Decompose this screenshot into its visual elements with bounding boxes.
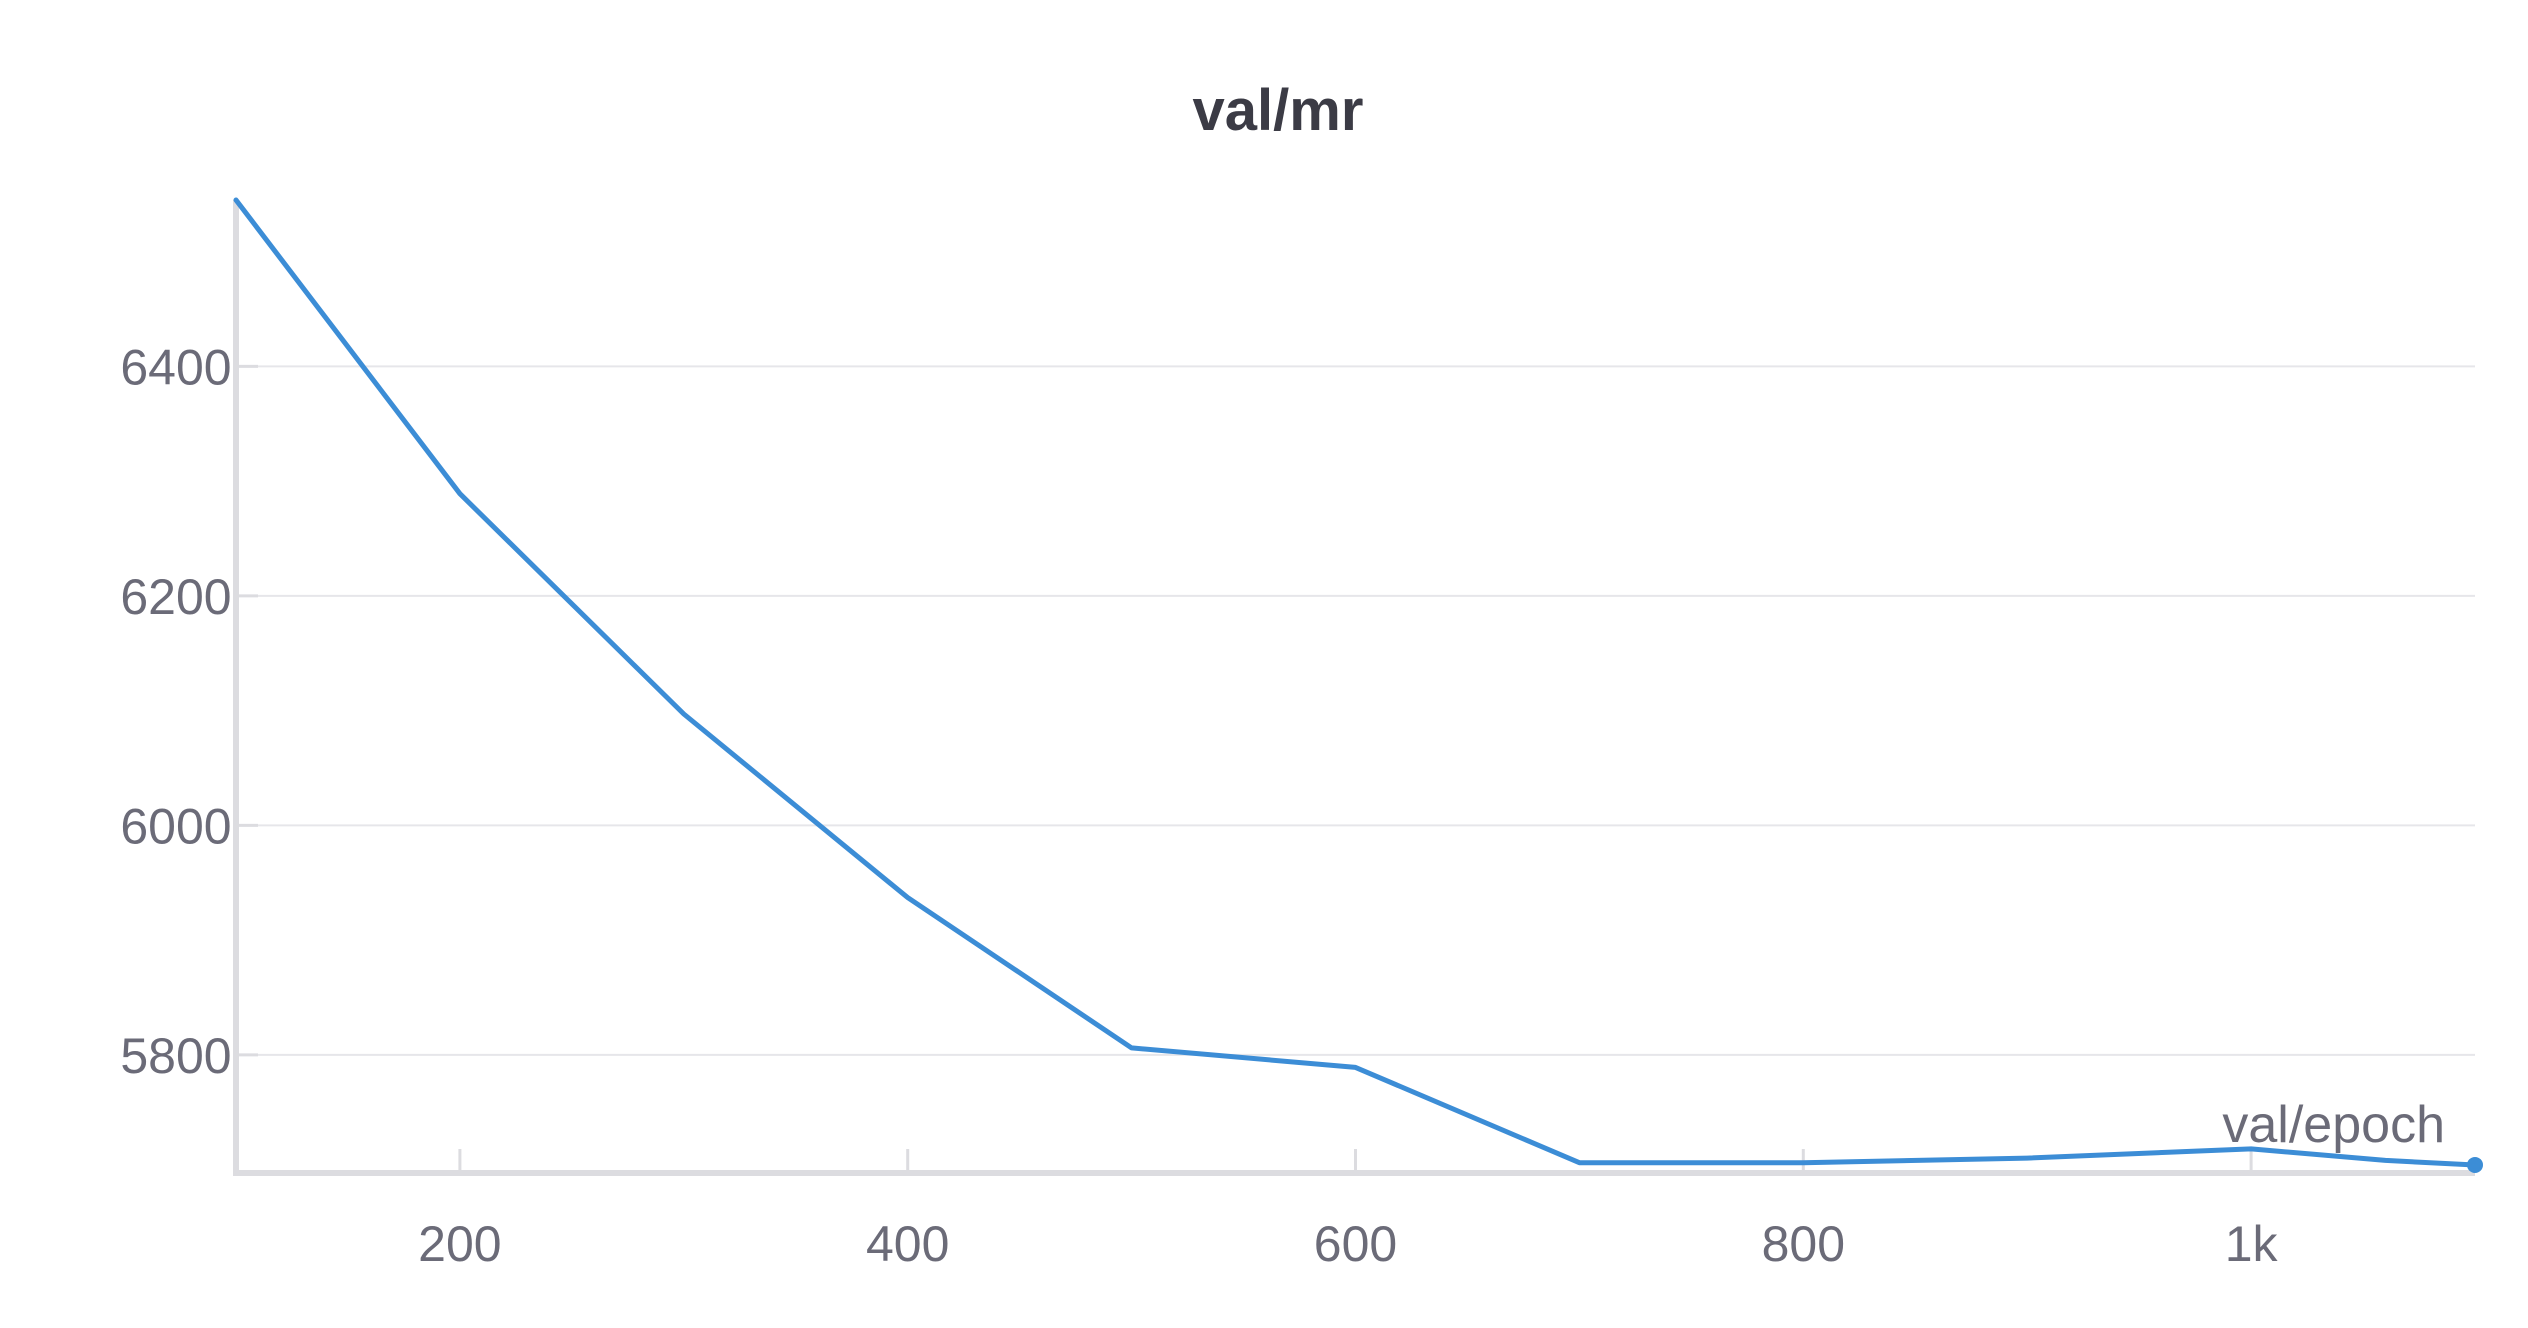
annotation-label: val/epoch [2222,1096,2445,1154]
x-tick-label: 400 [866,1216,949,1272]
chart-title: val/mr [1193,78,1364,143]
y-tick-label: 5800 [120,1028,231,1084]
series-line [233,197,2478,1168]
y-tick-label: 6400 [120,339,231,395]
y-tick-label: 6000 [120,798,231,854]
y-tick-label: 6200 [120,569,231,625]
x-tick-label: 200 [418,1216,501,1272]
x-tick-label: 800 [1762,1216,1845,1272]
series-end-point [2467,1156,2483,1173]
x-tick-label: 600 [1314,1216,1397,1272]
x-tick-label: 1k [2225,1216,2279,1272]
